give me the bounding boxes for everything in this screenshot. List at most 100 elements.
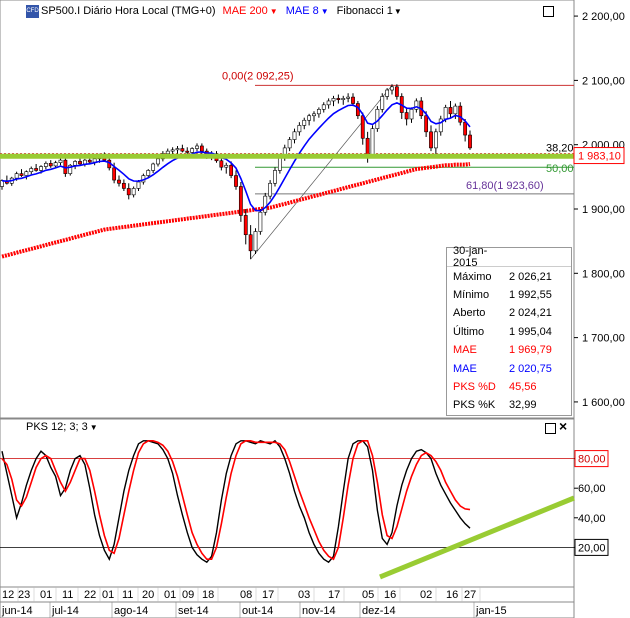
maximize-panel-icon[interactable]: [543, 6, 554, 17]
candle-body: [307, 115, 312, 121]
oscillator-dropdown-icon[interactable]: ▼: [89, 422, 98, 432]
info-row-value: 45,56: [509, 380, 537, 393]
candle-body: [14, 173, 19, 179]
candle-body: [112, 167, 117, 181]
osc-level-box: [574, 450, 609, 468]
symbol-title[interactable]: SP500.I Diário Hora Local (TMG+0): [41, 5, 216, 17]
candle-body: [292, 131, 297, 140]
info-row-value: 1 992,55: [509, 288, 552, 301]
info-row-label: PKS %K: [453, 399, 496, 412]
time-month-label: nov-14: [302, 605, 336, 617]
info-row-label: Máximo: [453, 270, 492, 283]
info-row-value: 2 020,75: [509, 362, 552, 375]
time-month-label: dez-14: [362, 605, 396, 617]
candle-body: [24, 171, 29, 176]
fibonacci-tool-label[interactable]: Fibonacci 1: [336, 5, 393, 17]
candle-body: [429, 131, 433, 149]
info-row-label: MAE: [453, 344, 477, 357]
info-row-label: MAE: [453, 362, 477, 375]
candle-body: [438, 118, 443, 133]
candle-body: [58, 159, 63, 163]
time-day-label: 16: [384, 589, 396, 601]
time-day-label: 11: [62, 589, 73, 601]
fib-diagonal-line: [250, 85, 393, 260]
price-tick-label: 1 800,00: [582, 268, 625, 280]
candle-body: [117, 179, 121, 184]
candle-body: [380, 96, 385, 110]
info-row-value: 1 969,79: [509, 344, 552, 357]
info-row: Aberto 2 024,21: [447, 304, 571, 322]
candle-body: [409, 109, 414, 120]
candle-body: [19, 173, 24, 176]
candle-body: [87, 159, 92, 163]
candle-body: [360, 115, 365, 139]
candle-body: [404, 112, 409, 120]
candle-body: [43, 163, 48, 167]
candle-body: [78, 161, 82, 165]
candle-body: [175, 148, 180, 151]
mae200-dropdown-icon[interactable]: ▼: [269, 6, 278, 16]
time-day-label: 03: [298, 589, 310, 601]
mae8-line: [1, 102, 471, 212]
oscillator-title[interactable]: PKS 12; 3; 3: [26, 421, 88, 433]
candle-body: [185, 150, 190, 153]
info-row-value: 1 995,04: [509, 325, 552, 338]
candle-body: [468, 134, 472, 149]
fibonacci-dropdown-icon[interactable]: ▼: [393, 6, 402, 16]
fib-level-0-label: 0,00(2 092,25): [222, 70, 294, 82]
candle-body: [146, 170, 151, 176]
oscillator-maximize-icon[interactable]: [545, 423, 556, 434]
oscillator-panel-frame: [0, 418, 575, 588]
mae8-indicator-label[interactable]: MAE 8: [285, 5, 319, 17]
stoch-d-line: [1, 440, 471, 561]
osc-level-box: [574, 538, 609, 556]
candle-body: [458, 105, 463, 123]
time-day-label: 11: [122, 589, 133, 601]
candle-body: [39, 166, 43, 171]
mae8-dropdown-icon[interactable]: ▼: [320, 6, 329, 16]
time-day-label: 17: [262, 589, 274, 601]
symbol-icon[interactable]: CFD: [26, 4, 39, 18]
candle-body: [331, 98, 336, 102]
candle-body: [151, 163, 156, 171]
oscillator-header: PKS 12; 3; 3 ▼: [26, 421, 98, 433]
time-month-label: jun-14: [1, 605, 33, 617]
time-day-label: 23: [18, 589, 30, 601]
candle-body: [370, 128, 375, 155]
time-month-label: jul-14: [51, 605, 79, 617]
candle-body: [219, 160, 224, 168]
candle-body: [336, 98, 341, 100]
price-tick-label: 1 900,00: [582, 204, 625, 216]
osc-tick-label: 40,00: [578, 513, 606, 525]
info-date: 30-jan-2015: [447, 245, 571, 269]
time-month-label: set-14: [178, 605, 209, 617]
candle-body: [448, 107, 453, 115]
time-day-label: 16: [446, 589, 458, 601]
time-month-label: ago-14: [114, 605, 148, 617]
candle-body: [29, 168, 34, 173]
candle-body: [248, 234, 253, 252]
fib-level-382-label: 38,20: [546, 143, 574, 155]
price-tick-label: 1 600,00: [582, 397, 625, 409]
candle-body: [136, 181, 141, 189]
candle-body: [229, 164, 234, 176]
time-day-label: 02: [420, 589, 432, 601]
oscillator-close-icon[interactable]: ×: [559, 418, 568, 434]
candle-body: [238, 186, 243, 216]
info-row: Último 1 995,04: [447, 323, 571, 341]
time-day-label: 18: [202, 589, 214, 601]
chart-header: CFD SP500.I Diário Hora Local (TMG+0) MA…: [26, 3, 402, 19]
info-row-value: 2 024,21: [509, 307, 552, 320]
candle-body: [234, 175, 238, 187]
candle-body: [126, 188, 131, 196]
time-day-label: 27: [464, 589, 476, 601]
candle-body: [263, 195, 268, 213]
osc-tick-label: 20,00: [578, 542, 606, 554]
time-day-label: 20: [142, 589, 154, 601]
info-row-label: PKS %D: [453, 380, 496, 393]
mae200-indicator-label[interactable]: MAE 200: [222, 5, 268, 17]
candle-body: [287, 139, 292, 149]
time-day-label: 22: [84, 589, 96, 601]
candle-body: [199, 145, 204, 152]
